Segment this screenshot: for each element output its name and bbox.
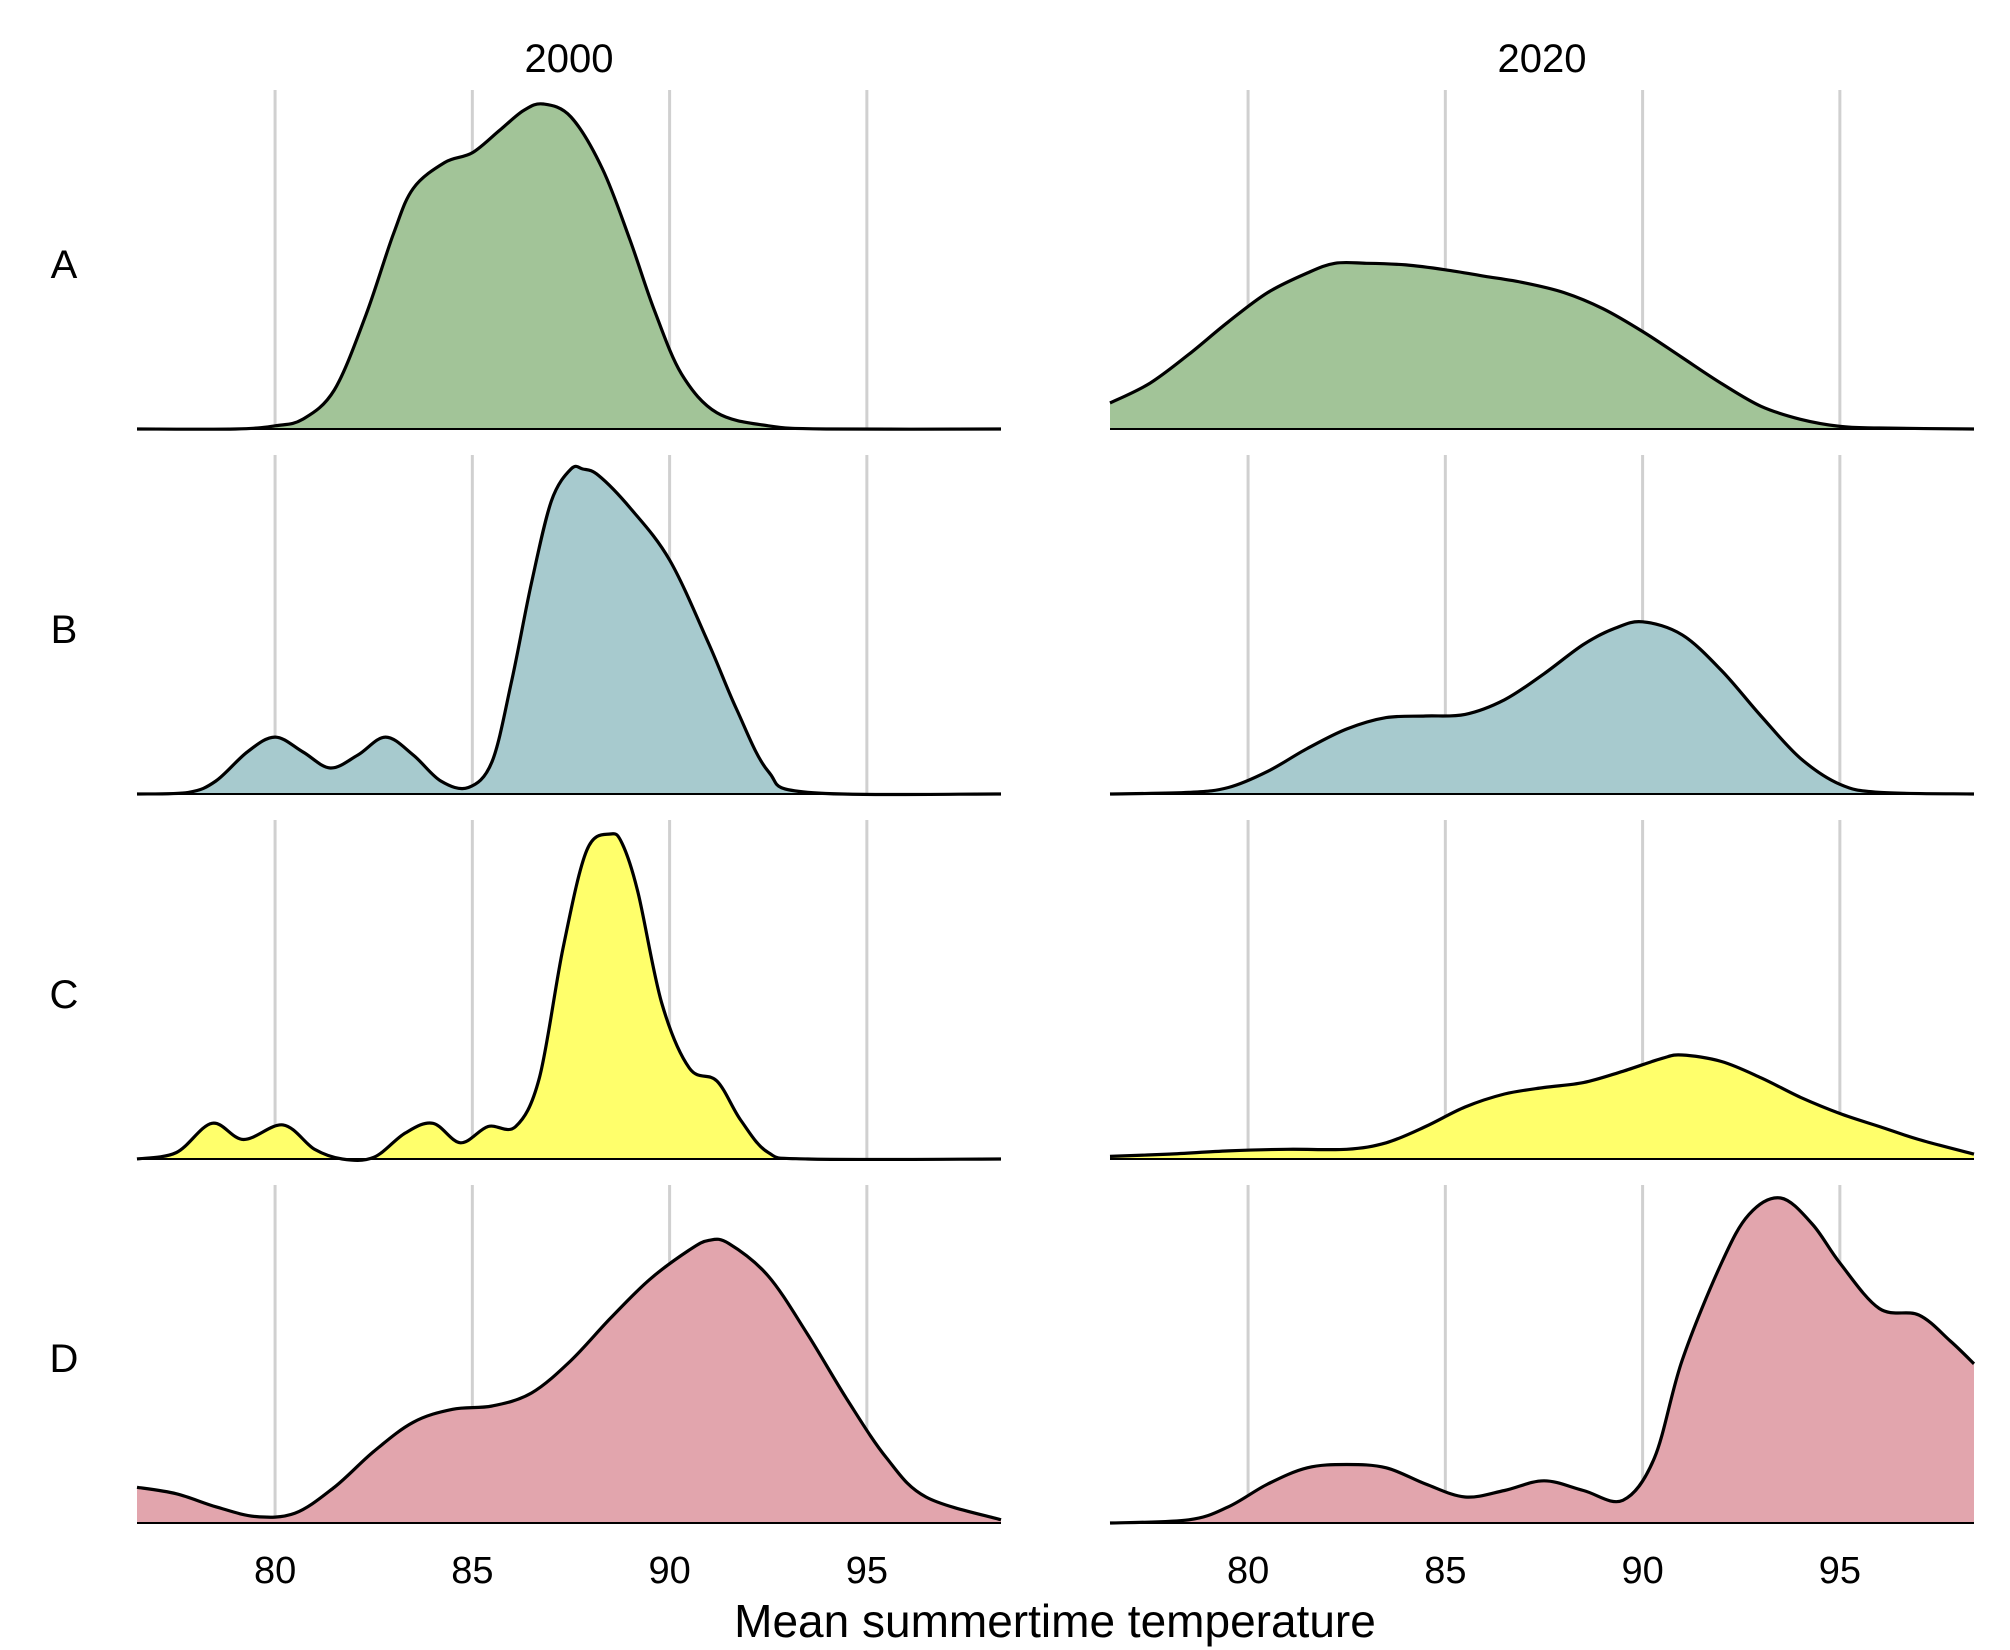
density-area-D-2020 bbox=[1110, 1197, 1974, 1523]
density-area-D-2000 bbox=[137, 1239, 1001, 1523]
density-curve-D-2000 bbox=[136, 1237, 1002, 1522]
x-tick-label-2020-80: 80 bbox=[1227, 1550, 1269, 1592]
tick-labels: 80 85 90 95 80 85 90 95 bbox=[254, 1550, 1861, 1592]
label-layer: 2000 2020 A B C D Mean summertime temper… bbox=[50, 37, 1587, 1647]
row-label-A: A bbox=[51, 243, 78, 287]
x-tick-label-2000-85: 85 bbox=[451, 1550, 493, 1592]
x-tick-label-2000-80: 80 bbox=[254, 1550, 296, 1592]
density-area-A-2020 bbox=[1110, 262, 1974, 429]
facet-title-2020: 2020 bbox=[1498, 37, 1587, 81]
density-A-2020 bbox=[1109, 260, 1975, 431]
x-tick-label-2020-95: 95 bbox=[1819, 1550, 1861, 1592]
density-D-2000 bbox=[136, 1237, 1002, 1524]
density-area-B-2020 bbox=[1110, 621, 1974, 794]
density-B-2000 bbox=[136, 464, 1002, 797]
density-curve-A-2000 bbox=[136, 102, 1002, 431]
density-curve-B-2020 bbox=[1109, 620, 1975, 796]
density-area-C-2000 bbox=[137, 833, 1001, 1161]
density-curve-C-2020 bbox=[1109, 1053, 1975, 1158]
row-label-B: B bbox=[51, 608, 78, 652]
density-area-A-2000 bbox=[137, 103, 1001, 430]
density-area-B-2000 bbox=[137, 466, 1001, 795]
density-curve-B-2000 bbox=[136, 464, 1002, 797]
x-tick-label-2000-90: 90 bbox=[648, 1550, 690, 1592]
x-tick-label-2020-85: 85 bbox=[1424, 1550, 1466, 1592]
density-C-2000 bbox=[136, 832, 1002, 1162]
density-curve-D-2020 bbox=[1109, 1196, 1976, 1525]
density-area-C-2020 bbox=[1110, 1054, 1974, 1159]
x-axis-title: Mean summertime temperature bbox=[734, 1595, 1376, 1647]
density-curve-C-2000 bbox=[136, 832, 1002, 1162]
row-label-C: C bbox=[50, 973, 79, 1017]
density-D-2020 bbox=[1109, 1196, 1976, 1525]
facet-title-2000: 2000 bbox=[525, 37, 614, 81]
x-tick-label-2020-90: 90 bbox=[1621, 1550, 1663, 1592]
density-layer bbox=[136, 102, 1976, 1525]
density-curve-A-2020 bbox=[1109, 260, 1975, 431]
row-label-D: D bbox=[50, 1337, 79, 1381]
density-B-2020 bbox=[1109, 620, 1975, 796]
density-A-2000 bbox=[136, 102, 1002, 431]
x-tick-label-2000-95: 95 bbox=[846, 1550, 888, 1592]
density-C-2020 bbox=[1109, 1053, 1975, 1160]
